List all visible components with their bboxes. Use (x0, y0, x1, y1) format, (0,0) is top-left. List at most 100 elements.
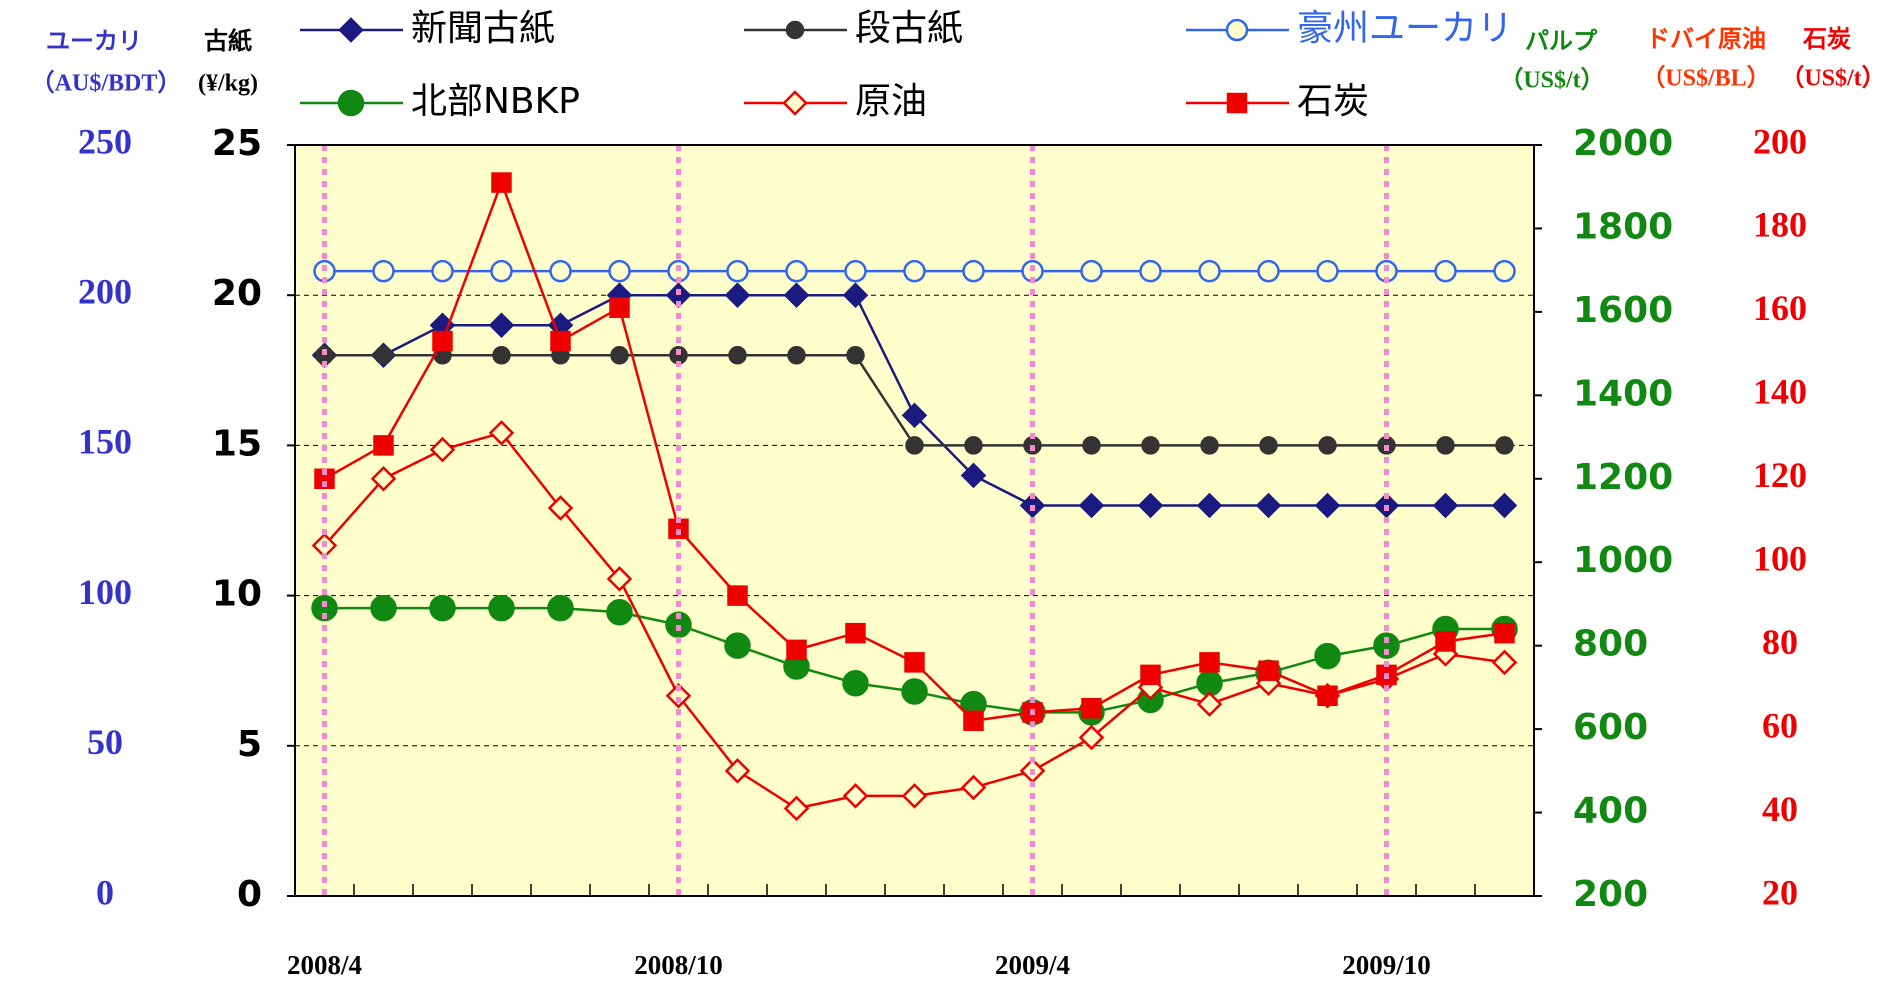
marker (610, 346, 629, 365)
marker (491, 172, 512, 193)
marker (724, 758, 751, 784)
marker (844, 259, 867, 283)
marker (432, 330, 453, 352)
marker (665, 682, 692, 709)
marker (901, 783, 928, 809)
axis-title: (¥/kg) (198, 71, 258, 97)
legend-item: 豪州ユーカリ (1186, 8, 1513, 49)
y-tick-label: 1000 (1573, 540, 1673, 581)
y-tick-label: 20 (1762, 872, 1798, 912)
marker (962, 259, 985, 283)
marker (547, 594, 574, 622)
y-tick-label: 1400 (1573, 373, 1673, 414)
marker (785, 259, 808, 283)
marker (1080, 259, 1103, 283)
x-tick-label: 2009/10 (1342, 950, 1431, 980)
marker (904, 652, 925, 673)
marker (1434, 259, 1457, 283)
marker (1432, 492, 1459, 519)
series (315, 346, 1514, 455)
marker (724, 282, 751, 308)
legend-item: 石炭 (1186, 81, 1369, 122)
y-tick-label: 20 (212, 273, 262, 314)
marker (370, 594, 397, 622)
legend-item: 原油 (744, 81, 927, 122)
series (313, 259, 1516, 283)
y-tick-label: 140 (1753, 372, 1807, 412)
axis-title: （AU$/BDT） (31, 70, 182, 97)
marker (488, 594, 515, 622)
marker (1318, 436, 1337, 455)
marker (549, 259, 572, 283)
marker (901, 402, 928, 429)
axis-title: （US$/t） (1780, 65, 1885, 92)
plot-border (294, 144, 1535, 897)
y-tick-label: 1800 (1573, 206, 1673, 247)
y-tick-label: 150 (78, 422, 132, 462)
marker (311, 594, 338, 622)
axis-title: 古紙 (204, 27, 252, 55)
marker (1196, 691, 1223, 717)
y-tick-label: 200 (1753, 121, 1807, 161)
marker (1435, 631, 1456, 652)
marker (609, 297, 630, 318)
y-tick-label: 200 (1573, 874, 1648, 915)
marker (429, 436, 456, 463)
marker (1198, 259, 1221, 283)
marker (492, 346, 511, 365)
marker (842, 669, 869, 697)
axis-title: ドバイ原油 (1646, 25, 1766, 53)
marker (787, 346, 806, 365)
marker (665, 611, 692, 639)
marker (1259, 436, 1278, 455)
marker (782, 90, 808, 116)
y-tick-label: 250 (78, 121, 132, 161)
marker (903, 259, 926, 283)
marker (786, 639, 807, 661)
marker (608, 259, 631, 283)
x-tick-label: 2008/4 (287, 950, 362, 980)
marker (846, 346, 865, 365)
y-tick-label: 25 (212, 123, 262, 164)
y-tick-label: 100 (78, 572, 132, 612)
marker (1494, 622, 1515, 644)
marker (1225, 18, 1249, 42)
marker (905, 436, 924, 455)
legend-label: 新聞古紙 (411, 8, 555, 49)
y-tick-label: 120 (1753, 455, 1807, 495)
marker (374, 346, 393, 365)
marker (373, 435, 394, 456)
marker (1082, 436, 1101, 455)
marker (488, 312, 515, 339)
axis-title: （US$/BL） (1641, 65, 1770, 92)
marker (606, 566, 633, 592)
marker (550, 330, 571, 352)
marker (1200, 436, 1219, 455)
marker (1436, 436, 1455, 455)
marker (901, 678, 928, 705)
marker (842, 282, 869, 308)
y-tick-label: 10 (212, 574, 262, 615)
marker (490, 259, 513, 283)
marker (1317, 685, 1338, 706)
marker (1078, 724, 1105, 751)
marker (606, 599, 633, 626)
marker (783, 282, 810, 308)
axis-title: （US$/t） (1499, 67, 1604, 94)
y-tick-label: 80 (1762, 622, 1798, 662)
marker (842, 783, 869, 809)
marker (338, 17, 364, 43)
legend-label: 石炭 (1297, 81, 1369, 122)
marker (1140, 664, 1161, 686)
y-tick-label: 400 (1573, 791, 1648, 832)
marker (1491, 492, 1518, 519)
marker (1141, 436, 1160, 455)
legend-item: 北部NBKP (300, 81, 580, 122)
y-tick-label: 2000 (1573, 123, 1673, 164)
legend-item: 段古紙 (744, 8, 963, 49)
marker (727, 585, 748, 606)
y-tick-label: 800 (1573, 624, 1648, 665)
marker (1078, 492, 1105, 519)
marker (1495, 436, 1514, 455)
